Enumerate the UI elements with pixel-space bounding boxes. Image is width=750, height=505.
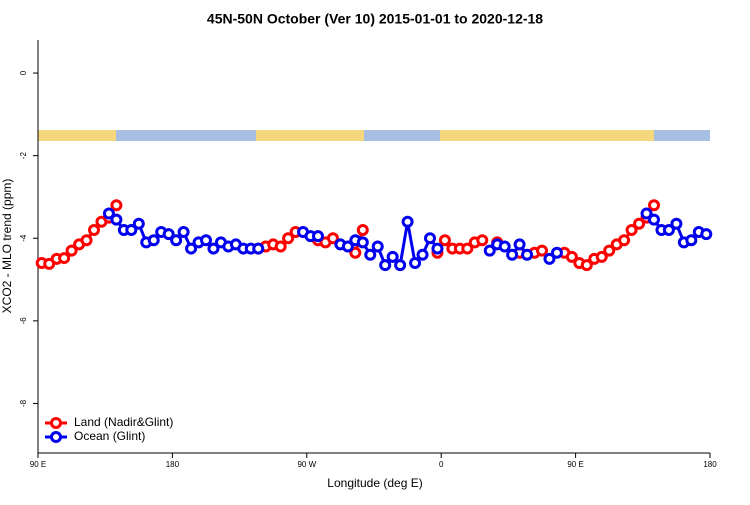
point bbox=[662, 223, 675, 236]
point bbox=[438, 234, 451, 247]
legend-label: Ocean (Glint) bbox=[74, 429, 145, 443]
point bbox=[379, 259, 392, 272]
point bbox=[618, 234, 631, 247]
point bbox=[162, 228, 175, 241]
legend-marker bbox=[50, 431, 62, 443]
point bbox=[685, 234, 698, 247]
point bbox=[200, 234, 212, 247]
point bbox=[536, 244, 548, 257]
point bbox=[312, 230, 324, 243]
point bbox=[700, 228, 713, 241]
point bbox=[132, 217, 145, 230]
ocean-band bbox=[38, 130, 710, 141]
x-tick-label: 90 E bbox=[30, 460, 46, 469]
legend-label: Land (Nadir&Glint) bbox=[74, 415, 173, 429]
point bbox=[356, 236, 369, 249]
point bbox=[580, 259, 593, 272]
point bbox=[88, 223, 100, 236]
point bbox=[394, 259, 407, 272]
point bbox=[513, 238, 526, 251]
x-tick-label: 180 bbox=[703, 460, 717, 469]
chart-title: 45N-50N October (Ver 10) 2015-01-01 to 2… bbox=[207, 11, 543, 27]
land-ocean-strip bbox=[38, 130, 710, 141]
point bbox=[341, 240, 354, 253]
point bbox=[364, 248, 377, 261]
point bbox=[110, 213, 123, 226]
point bbox=[356, 223, 369, 236]
point bbox=[401, 215, 414, 228]
point bbox=[498, 240, 511, 253]
x-tick-label: 180 bbox=[166, 460, 180, 469]
point bbox=[185, 242, 198, 255]
point bbox=[633, 217, 646, 230]
point bbox=[603, 244, 616, 257]
point bbox=[80, 234, 93, 247]
y-tick-label: -2 bbox=[19, 152, 28, 160]
point bbox=[170, 234, 183, 247]
y-tick-label: -8 bbox=[19, 399, 28, 407]
point bbox=[476, 234, 489, 247]
point bbox=[349, 246, 362, 259]
point bbox=[648, 199, 660, 212]
land-band bbox=[256, 130, 364, 141]
point bbox=[125, 223, 138, 236]
point bbox=[177, 226, 190, 239]
point bbox=[274, 240, 287, 253]
point bbox=[416, 248, 429, 261]
point bbox=[102, 207, 115, 220]
point bbox=[110, 199, 123, 212]
y-axis-title: XCO2 - MLO trend (ppm) bbox=[0, 179, 14, 314]
x-tick-label: 90 E bbox=[567, 460, 583, 469]
point bbox=[65, 244, 78, 257]
x-tick-label: 90 W bbox=[297, 460, 316, 469]
point bbox=[58, 252, 71, 265]
point bbox=[506, 248, 519, 261]
x-tick-label: 0 bbox=[439, 460, 444, 469]
land-band bbox=[38, 130, 116, 141]
point bbox=[670, 217, 683, 230]
x-axis-title: Longitude (deg E) bbox=[327, 476, 422, 490]
point bbox=[461, 242, 474, 255]
point bbox=[640, 207, 653, 220]
point bbox=[550, 246, 563, 259]
point bbox=[595, 250, 608, 263]
point bbox=[424, 232, 436, 245]
point bbox=[625, 223, 638, 236]
point bbox=[409, 257, 422, 270]
point bbox=[521, 248, 534, 261]
point bbox=[326, 232, 339, 245]
legend-marker bbox=[50, 417, 62, 429]
land-band bbox=[440, 130, 654, 141]
point bbox=[431, 242, 444, 255]
point bbox=[147, 234, 160, 247]
point bbox=[207, 242, 220, 255]
y-tick-label: -4 bbox=[19, 234, 28, 242]
point bbox=[483, 244, 496, 257]
point bbox=[282, 232, 295, 245]
point bbox=[252, 242, 265, 255]
point bbox=[386, 250, 399, 263]
point bbox=[543, 252, 556, 265]
y-tick-label: -6 bbox=[19, 317, 28, 325]
point bbox=[648, 213, 660, 226]
y-tick-label: 0 bbox=[19, 70, 28, 75]
point bbox=[371, 240, 384, 253]
point bbox=[565, 250, 578, 263]
